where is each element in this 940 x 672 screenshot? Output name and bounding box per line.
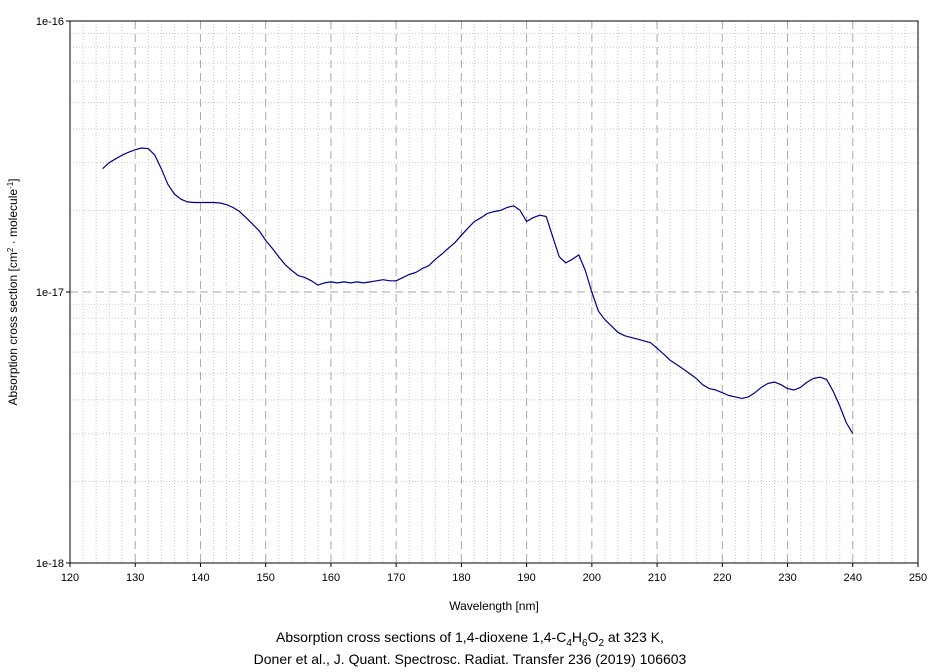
y-tick-label: 1e-16 [36,16,64,28]
y-axis-title-sup1: 2 [6,247,15,252]
y-tick-label: 1e-18 [36,558,64,570]
caption-line-2: Doner et al., J. Quant. Spectrosc. Radia… [253,651,687,667]
caption-text-c: O [587,629,599,645]
x-axis-ticks: 120 130 140 150 160 170 180 190 200 210 220 230 240 2… [61,563,927,584]
caption-sub-2: 6 [582,637,588,649]
x-tick-label: 250 [909,572,927,584]
caption-line-1: Absorption cross sections of 1,4-dioxene… [0,629,940,649]
y-tick-label: 1e-17 [36,287,64,299]
x-tick-label: 210 [648,572,666,584]
y-axis-ticks: 1e-18 1e-17 1e-16 [36,16,70,570]
x-tick-label: 150 [257,572,275,584]
x-tick-label: 180 [452,572,470,584]
y-axis-title-main: Absorption cross section [cm [6,252,20,405]
y-axis-title-sup2: -1 [6,181,15,189]
caption-text-d: at 323 K, [604,629,664,645]
caption-sub-1: 4 [566,637,572,649]
x-tick-label: 190 [517,572,535,584]
caption-text-a: Absorption cross sections of 1,4-dioxene… [276,629,567,645]
x-tick-label: 160 [322,572,340,584]
y-axis-title-mid: · molecule [6,189,20,248]
x-tick-label: 170 [387,572,405,584]
caption-text-b: H [571,629,582,645]
x-tick-label: 120 [61,572,79,584]
x-tick-label: 240 [844,572,862,584]
y-axis-title-end: ] [6,178,20,181]
x-tick-label: 230 [778,572,796,584]
x-axis-title: Wavelength [nm] [449,599,539,613]
x-tick-label: 200 [583,572,601,584]
x-tick-label: 220 [713,572,731,584]
x-tick-label: 130 [126,572,144,584]
series-line [102,147,854,435]
major-grid [70,21,918,563]
caption-sub-3: 2 [598,637,605,649]
x-tick-label: 140 [191,572,209,584]
y-axis-title: Absorption cross section [cm2 · molecule… [6,178,21,405]
